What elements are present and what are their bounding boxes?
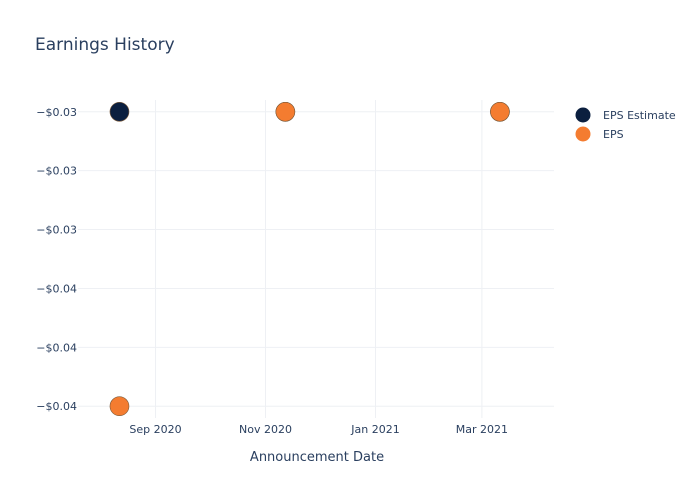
legend-marker — [575, 107, 591, 123]
legend[interactable]: EPS Estimate EPS — [575, 107, 676, 142]
y-tick-label: −$0.04 — [36, 400, 77, 413]
x-tick-label: Mar 2021 — [456, 423, 508, 436]
legend-label: EPS Estimate — [603, 109, 676, 122]
y-tick-label: −$0.03 — [36, 106, 77, 119]
legend-item[interactable]: EPS Estimate — [575, 107, 676, 123]
data-point — [490, 101, 510, 122]
data-point — [275, 101, 296, 122]
x-tick-label: Jan 2021 — [350, 423, 399, 436]
legend-marker — [575, 126, 591, 142]
x-axis-ticks: Sep 2020 Nov 2020 Jan 2021 Mar 2021 — [129, 423, 508, 436]
x-tick-label: Nov 2020 — [239, 423, 292, 436]
y-tick-label: −$0.04 — [36, 341, 77, 354]
data-points — [109, 101, 510, 417]
y-tick-label: −$0.04 — [36, 282, 77, 295]
y-tick-label: −$0.03 — [36, 165, 77, 178]
grid-layer — [78, 100, 554, 418]
x-tick-label: Sep 2020 — [129, 423, 181, 436]
data-point — [109, 396, 130, 417]
x-axis-title: Announcement Date — [250, 450, 384, 465]
y-axis-ticks: −$0.03 −$0.03 −$0.03 −$0.04 −$0.04 −$0.04 — [36, 106, 77, 413]
legend-label: EPS — [603, 128, 624, 141]
chart-title: Earnings History — [35, 35, 175, 55]
series-eps — [109, 101, 510, 417]
y-tick-label: −$0.03 — [36, 224, 77, 237]
data-point — [109, 101, 130, 122]
legend-item[interactable]: EPS — [575, 126, 624, 142]
